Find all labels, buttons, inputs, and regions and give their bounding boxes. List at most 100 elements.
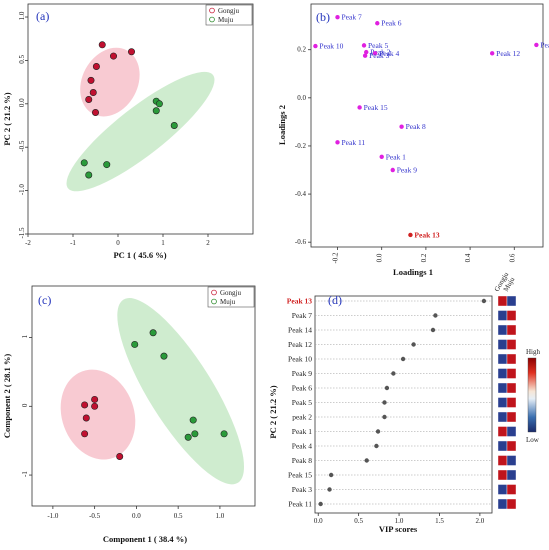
heatmap-cell [506,469,517,481]
heatmap-cell [497,397,508,408]
point-muju [152,107,160,115]
x-tick-label: 1.0 [395,517,404,525]
point-gongju [82,414,90,422]
heatmap-cell [506,353,517,365]
panel-d-xlabel: VIP scores [379,524,418,534]
vip-category-label: Peak 7 [292,311,312,320]
x-tick-label: -0.5 [89,512,101,520]
loading-point [379,154,384,159]
loading-label: Peak 2 [370,48,390,57]
loading-label: Peak 14 [540,40,549,49]
loading-label: Peak 7 [342,13,362,22]
x-tick-label: -1.0 [47,512,59,520]
colorbar: High Low [526,348,541,444]
loading-point [534,42,539,48]
panel-b: (b) Loadings 1 Loadings 2 -0.2 0.0 0.2 0.4 0… [277,3,549,277]
y-tick-label: -1.0 [18,184,26,196]
heatmap-cell [497,411,508,423]
loading-label: Peak 3 [369,51,389,60]
y-tick-label: 1.0 [18,11,26,20]
legend-gongju: Gongju [220,289,242,297]
vip-category-label: Peak 1 [292,427,312,436]
y-tick-label: 0 [21,403,29,407]
loading-label: Peak 4 [379,49,399,58]
vip-point [382,400,387,405]
panel-c-xlabel: Component 1 ( 38.4 %) [103,534,187,544]
point-muju [184,433,192,441]
loading-point [335,140,340,145]
vip-point [384,385,390,391]
point-muju [131,340,139,348]
heatmap-cell [497,426,508,437]
y-tick-label: 0.5 [18,55,26,64]
loading-label: Peak 10 [319,42,343,51]
x-tick-label: -0.2 [332,252,340,264]
colorbar-low: Low [526,436,540,444]
heatmap-cell [497,339,508,350]
heatmap-cell [506,310,517,321]
vip-category-label: Peak 13 [287,297,312,306]
point-gongju [128,48,136,56]
ellipse-muju [117,298,245,485]
y-tick-label: -1.5 [18,227,26,239]
loading-label: Peak 1 [386,152,406,161]
point-gongju [81,430,89,438]
panel-a-frame [27,3,254,235]
loading-point [313,43,318,49]
heatmap-cell [497,310,508,321]
loading-point [357,105,362,110]
panel-a: (a) PC 1 ( 45.6 %) PC 2 ( 21.2 %) -2 -1 0 1… [2,3,254,260]
x-tick-label: 2 [206,239,210,247]
panel-b-ylabel: Loadings 2 [277,105,287,145]
panel-c: (c) Component 1 ( 38.4 %) Component 2 ( … [2,285,256,544]
heatmap-cell [497,498,508,510]
heatmap-cell [497,353,508,365]
heatmap-cell [506,498,517,510]
panel-d-label: (d) [328,293,342,307]
point-gongju [116,452,124,460]
y-tick-label: 1 [21,334,29,338]
panel-a-ylabel: PC 2 ( 21.2 %) [2,92,12,145]
point-muju [220,430,228,438]
x-tick-label: 1.5 [435,517,444,525]
vip-point [375,429,381,434]
panel-d-ylabel: PC 2 ( 21.2 %) [268,385,278,438]
heatmap-cell [497,382,508,394]
vip-category-label: Peak 6 [292,384,312,393]
vip-point [318,501,323,507]
vip-point [382,414,387,420]
point-muju [170,122,178,130]
panel-c-frame [31,285,256,507]
x-tick-label: 0.4 [464,253,472,262]
vip-category-label: Peak 9 [292,369,312,378]
heatmap-cell [506,382,517,394]
vip-category-label: Peak 11 [288,500,312,509]
vip-point [430,327,436,333]
x-tick-label: -1 [70,239,76,247]
x-tick-label: 0.6 [508,253,516,262]
legend-gongju: Gongju [218,7,240,15]
loading-point [362,53,368,58]
vip-point [391,371,396,376]
ellipse-muju [66,71,215,192]
point-muju [85,171,93,179]
point-gongju [89,89,97,97]
loading-label: Peak 8 [406,122,426,131]
heatmap-cell [497,368,508,379]
panel-c-label: (c) [38,293,51,307]
vip-point [433,313,438,318]
x-tick-label: 2.0 [476,517,485,525]
loading-label: Peak 13 [414,230,439,239]
legend-muju: Muju [220,298,236,306]
panel-a-xlabel: PC 1 ( 45.6 %) [113,250,166,260]
vip-category-label: Peak 3 [292,485,312,494]
loading-label: Peak 5 [368,41,388,50]
y-tick-label: 0.2 [297,46,306,54]
panel-b-xlabel: Loadings 1 [393,267,433,277]
vip-point [481,298,487,304]
panel-b-frame [310,3,544,248]
vip-point [411,342,416,347]
heatmap-cell [497,469,508,481]
point-muju [160,352,168,360]
